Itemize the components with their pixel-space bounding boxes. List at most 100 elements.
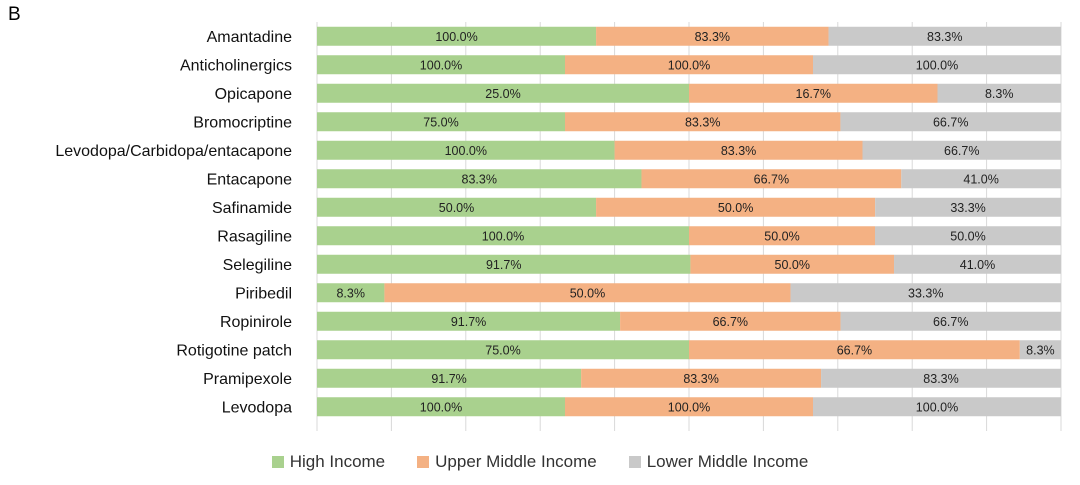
bar-segment bbox=[384, 283, 791, 303]
legend-swatch bbox=[628, 456, 641, 468]
category-label: Rotigotine patch bbox=[176, 342, 292, 359]
data-label: 50.0% bbox=[570, 286, 605, 300]
bar-segment bbox=[689, 226, 875, 246]
data-label: 8.3% bbox=[336, 286, 365, 300]
legend-item: Upper Middle Income bbox=[417, 452, 597, 472]
bar-segment bbox=[317, 55, 565, 75]
data-label: 25.0% bbox=[485, 87, 520, 101]
category-label: Bromocriptine bbox=[193, 114, 292, 131]
data-label: 66.7% bbox=[944, 144, 979, 158]
bar-segment bbox=[821, 368, 1061, 388]
data-label: 91.7% bbox=[486, 258, 521, 272]
bar-segment bbox=[620, 311, 841, 331]
category-label: Entacapone bbox=[207, 171, 293, 188]
data-label: 8.3% bbox=[985, 87, 1014, 101]
data-label: 50.0% bbox=[439, 201, 474, 215]
legend: High Income Upper Middle Income Lower Midd… bbox=[0, 452, 1080, 472]
bar-segment bbox=[317, 368, 582, 388]
category-label: Opicapone bbox=[215, 86, 292, 103]
bar-segment bbox=[875, 226, 1061, 246]
data-label: 100.0% bbox=[445, 144, 487, 158]
bar-segment bbox=[596, 197, 876, 217]
bar-segment bbox=[317, 83, 689, 103]
bar-segment bbox=[317, 397, 565, 417]
data-label: 50.0% bbox=[764, 229, 799, 243]
category-label: Safinamide bbox=[212, 200, 292, 217]
bar-segment bbox=[317, 226, 689, 246]
category-label: Anticholinergics bbox=[180, 57, 292, 74]
bar-segment bbox=[317, 340, 689, 360]
data-label: 33.3% bbox=[908, 286, 943, 300]
data-label: 83.3% bbox=[683, 372, 718, 386]
data-label: 33.3% bbox=[950, 201, 985, 215]
data-label: 83.3% bbox=[721, 144, 756, 158]
data-label: 41.0% bbox=[960, 258, 995, 272]
data-label: 75.0% bbox=[423, 115, 458, 129]
data-label: 50.0% bbox=[718, 201, 753, 215]
bar-segment bbox=[790, 283, 1061, 303]
bar-segment bbox=[813, 397, 1061, 417]
data-label: 66.7% bbox=[933, 115, 968, 129]
bar-segment bbox=[596, 26, 829, 46]
category-label: Levodopa bbox=[222, 399, 292, 416]
bars: 100.0% 83.3% 83.3% 100.0% 100.0% 100.0% 25.0% 1… bbox=[317, 26, 1061, 417]
bar-segment bbox=[565, 55, 813, 75]
legend-label: Upper Middle Income bbox=[435, 452, 597, 471]
data-label: 83.3% bbox=[927, 30, 962, 44]
legend-item: High Income bbox=[271, 452, 386, 472]
bar-segment bbox=[937, 83, 1061, 103]
legend-label: Lower Middle Income bbox=[646, 452, 809, 471]
bar-segment bbox=[875, 197, 1061, 217]
data-label: 16.7% bbox=[796, 87, 831, 101]
bar-segment bbox=[317, 169, 642, 189]
bar-segment bbox=[317, 311, 621, 331]
bar-segment bbox=[901, 169, 1061, 189]
data-label: 66.7% bbox=[837, 343, 872, 357]
bar-segment bbox=[840, 311, 1061, 331]
bar-segment bbox=[614, 140, 863, 160]
data-label: 75.0% bbox=[485, 343, 520, 357]
panel-label: B bbox=[8, 4, 21, 25]
bar-segment bbox=[1019, 340, 1061, 360]
bar-segment bbox=[862, 140, 1061, 160]
data-label: 8.3% bbox=[1026, 343, 1055, 357]
category-labels: Amantadine Anticholinergics Opicapone Bromo… bbox=[55, 29, 292, 417]
data-label: 50.0% bbox=[950, 229, 985, 243]
bar-segment bbox=[317, 140, 615, 160]
data-label: 83.3% bbox=[685, 115, 720, 129]
data-label: 100.0% bbox=[916, 400, 958, 414]
category-label: Piribedil bbox=[235, 285, 292, 302]
data-label: 83.3% bbox=[462, 172, 497, 186]
bar-segment bbox=[317, 254, 691, 274]
bar-segment bbox=[828, 26, 1061, 46]
bar-segment bbox=[641, 169, 902, 189]
legend-label: High Income bbox=[289, 452, 386, 471]
legend-swatch bbox=[417, 456, 430, 468]
data-label: 100.0% bbox=[420, 58, 462, 72]
bar-segment bbox=[565, 397, 813, 417]
bar-segment bbox=[840, 112, 1061, 132]
category-label: Levodopa/Carbidopa/entacapone bbox=[55, 143, 292, 160]
legend-item: Lower Middle Income bbox=[628, 452, 809, 472]
bar-segment bbox=[317, 197, 597, 217]
data-label: 100.0% bbox=[668, 400, 710, 414]
data-label: 83.3% bbox=[923, 372, 958, 386]
category-label: Ropinirole bbox=[220, 314, 292, 331]
data-label: 100.0% bbox=[435, 30, 477, 44]
stacked-bar-chart: 100.0% 83.3% 83.3% 100.0% 100.0% 100.0% 25.0% 1… bbox=[55, 22, 1062, 431]
bar-segment bbox=[565, 112, 841, 132]
data-label: 100.0% bbox=[668, 58, 710, 72]
data-label: 100.0% bbox=[420, 400, 462, 414]
category-label: Pramipexole bbox=[203, 371, 292, 388]
data-label: 50.0% bbox=[775, 258, 810, 272]
data-label: 66.7% bbox=[713, 315, 748, 329]
bar-segment bbox=[689, 340, 1020, 360]
bar-segment bbox=[317, 283, 385, 303]
bar-segment bbox=[894, 254, 1061, 274]
data-label: 100.0% bbox=[916, 58, 958, 72]
category-label: Rasagiline bbox=[217, 228, 292, 245]
data-label: 83.3% bbox=[695, 30, 730, 44]
bar-segment bbox=[317, 112, 565, 132]
bar-segment bbox=[581, 368, 822, 388]
bar-segment bbox=[317, 26, 597, 46]
